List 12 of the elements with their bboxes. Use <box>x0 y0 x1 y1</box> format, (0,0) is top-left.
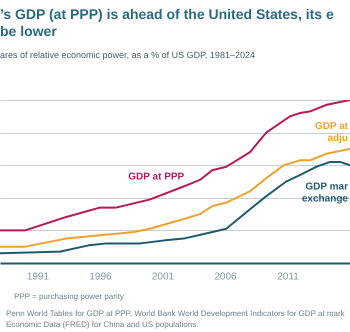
chart-title: ’s GDP (at PPP) is ahead of the United States, its e be lower <box>0 6 334 39</box>
x-tick-label: 1991 <box>26 272 50 282</box>
series-label: GDP mar exchange <box>302 181 348 204</box>
series-label: GDP at adju <box>314 121 349 144</box>
x-tick-label: 2006 <box>214 272 238 282</box>
x-tick-label: 1996 <box>89 272 112 282</box>
series-label: GDP at PPP <box>128 172 185 183</box>
text: Penn World Tables for GDP at PPP, World Bank World Development Indicators for GDP at mark Economic Data (FRED) for China and US populations. <box>6 309 346 329</box>
x-tick-label: 2011 <box>277 272 300 282</box>
chart-subtitle: ares of relative economic power, as a % of US GDP, 1981–2024 <box>0 50 255 60</box>
x-tick-label: 2001 <box>152 272 175 282</box>
text: PPP = purchasing power parity <box>14 292 124 301</box>
